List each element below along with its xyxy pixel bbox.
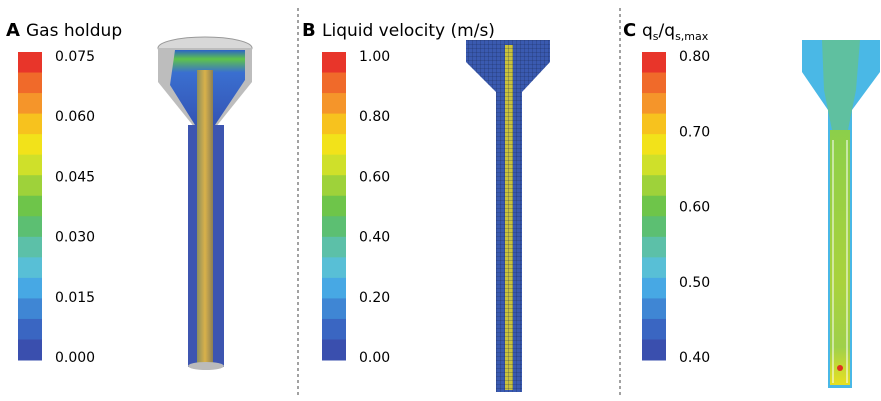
- reactor-a: [157, 36, 253, 370]
- colorbars: 0.075 0.060 0.045 0.030 0.015 0.000 1.00 0.80 0.…: [18, 49, 710, 366]
- colorbar-band: [322, 175, 346, 197]
- panel-title: qs/qs,max: [642, 21, 709, 43]
- reactor-c: [802, 40, 880, 388]
- colorbar-label: 0.030: [55, 230, 95, 246]
- colorbar-band: [322, 236, 346, 258]
- colorbar-band: [322, 257, 346, 279]
- colorbar-band: [642, 93, 666, 115]
- colorbar-band: [322, 277, 346, 299]
- colorbar-label: 0.20: [359, 290, 390, 306]
- colorbar-band: [322, 298, 346, 320]
- title-part: q: [642, 21, 653, 41]
- colorbar-label: 0.50: [679, 275, 710, 291]
- colorbar-label: 0.000: [55, 350, 95, 366]
- colorbar-band: [642, 277, 666, 299]
- colorbar-band: [322, 52, 346, 74]
- colorbar-band: [642, 134, 666, 156]
- colorbar-band: [18, 318, 42, 340]
- colorbar-label: 1.00: [359, 49, 390, 65]
- colorbar-band: [18, 93, 42, 115]
- colorbar-band: [642, 52, 666, 74]
- colorbar-band: [322, 318, 346, 340]
- panel-letter: C: [623, 20, 636, 41]
- colorbar-label: 0.00: [359, 350, 390, 366]
- colorbar-band: [642, 236, 666, 258]
- colorbar-label: 0.80: [679, 49, 710, 65]
- colorbar-band: [18, 113, 42, 135]
- colorbar-band: [18, 52, 42, 74]
- colorbar-band: [642, 216, 666, 238]
- colorbar-band: [18, 175, 42, 197]
- colorbar-band: [18, 134, 42, 156]
- colorbar-label: 0.40: [359, 230, 390, 246]
- reactor-b: [466, 40, 550, 392]
- colorbar-band: [322, 339, 346, 361]
- panel-letter: A: [6, 20, 20, 41]
- colorbar-label: 0.060: [55, 109, 95, 125]
- colorbar-label: 0.015: [55, 290, 95, 306]
- colorbar-band: [642, 298, 666, 320]
- panel-title: Gas holdup: [26, 21, 122, 41]
- colorbar-band: [642, 339, 666, 361]
- colorbar-band: [322, 154, 346, 176]
- colorbar-band: [18, 195, 42, 217]
- colorbar-band: [18, 236, 42, 258]
- colorbar-band: [642, 72, 666, 94]
- colorbar-label: 0.045: [55, 169, 95, 185]
- colorbar-band: [642, 113, 666, 135]
- colorbar-band: [322, 93, 346, 115]
- panel-letter: B: [302, 20, 316, 41]
- colorbar-band: [322, 72, 346, 94]
- colorbar-band: [18, 339, 42, 361]
- colorbar-label: 0.40: [679, 350, 710, 366]
- colorbar-band: [642, 154, 666, 176]
- panel-title: Liquid velocity (m/s): [322, 21, 495, 41]
- colorbar-band: [18, 72, 42, 94]
- colorbar-band: [322, 216, 346, 238]
- colorbar-band: [322, 134, 346, 156]
- title-part: s: [653, 30, 659, 43]
- colorbar-band: [322, 113, 346, 135]
- colorbar-label: 0.075: [55, 49, 95, 65]
- colorbar-band: [642, 175, 666, 197]
- colorbar-band: [642, 257, 666, 279]
- colorbar-band: [642, 318, 666, 340]
- colorbar-label: 0.60: [359, 169, 390, 185]
- colorbar-band: [18, 216, 42, 238]
- colorbar-band: [18, 277, 42, 299]
- title-part: s,max: [675, 30, 709, 43]
- colorbar-band: [18, 298, 42, 320]
- colorbar-band: [642, 195, 666, 217]
- title-part: /q: [659, 21, 676, 41]
- colorbar-band: [18, 257, 42, 279]
- colorbar-label: 0.60: [679, 200, 710, 216]
- colorbar-label: 0.80: [359, 109, 390, 125]
- colorbar-band: [322, 195, 346, 217]
- colorbar-band: [18, 154, 42, 176]
- colorbar-label: 0.70: [679, 124, 710, 140]
